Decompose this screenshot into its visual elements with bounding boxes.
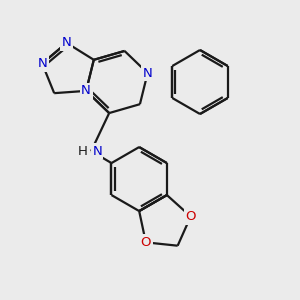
Text: H: H (78, 145, 88, 158)
Text: O: O (141, 236, 151, 249)
Text: N: N (62, 36, 71, 50)
Text: N: N (92, 145, 102, 158)
Text: N: N (81, 84, 91, 98)
Text: N: N (143, 67, 152, 80)
Text: N: N (37, 57, 47, 70)
Text: O: O (185, 210, 196, 223)
